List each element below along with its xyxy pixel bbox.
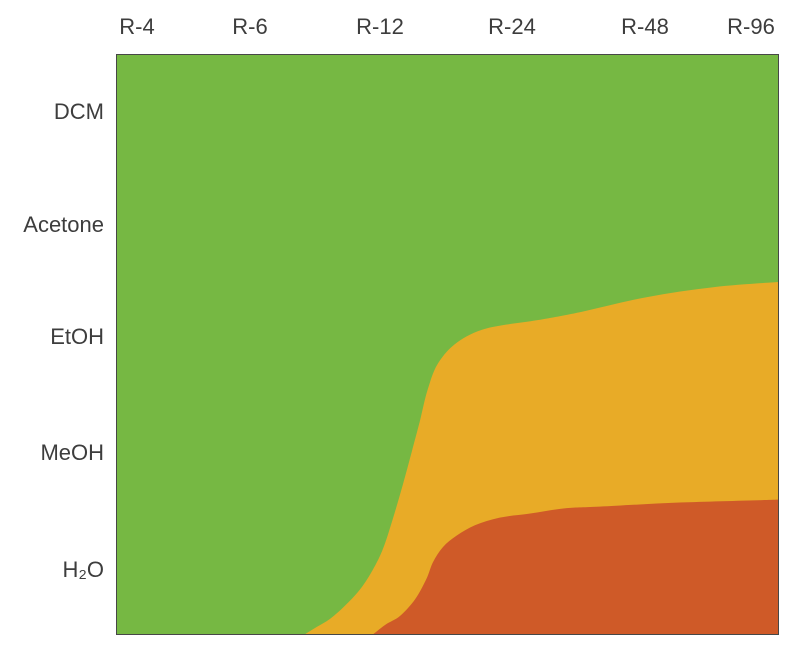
phase-map-svg xyxy=(117,55,778,634)
plot-area xyxy=(116,54,779,635)
y-tick-label-dcm: DCM xyxy=(53,99,104,124)
red-region xyxy=(373,499,778,634)
y-tick-label-meoh: MeOH xyxy=(40,440,104,465)
y-tick-label-etoh: EtOH xyxy=(50,324,104,349)
x-tick-label-r-96: R-96 xyxy=(727,14,775,39)
x-tick-label-r-4: R-4 xyxy=(119,14,155,39)
y-tick-label-h2o: H₂O xyxy=(62,557,104,582)
x-tick-label-r-12: R-12 xyxy=(356,14,404,39)
y-tick-label-acetone: Acetone xyxy=(23,212,104,237)
x-tick-label-r-6: R-6 xyxy=(232,14,268,39)
x-tick-label-r-48: R-48 xyxy=(621,14,669,39)
x-tick-label-r-24: R-24 xyxy=(488,14,536,39)
